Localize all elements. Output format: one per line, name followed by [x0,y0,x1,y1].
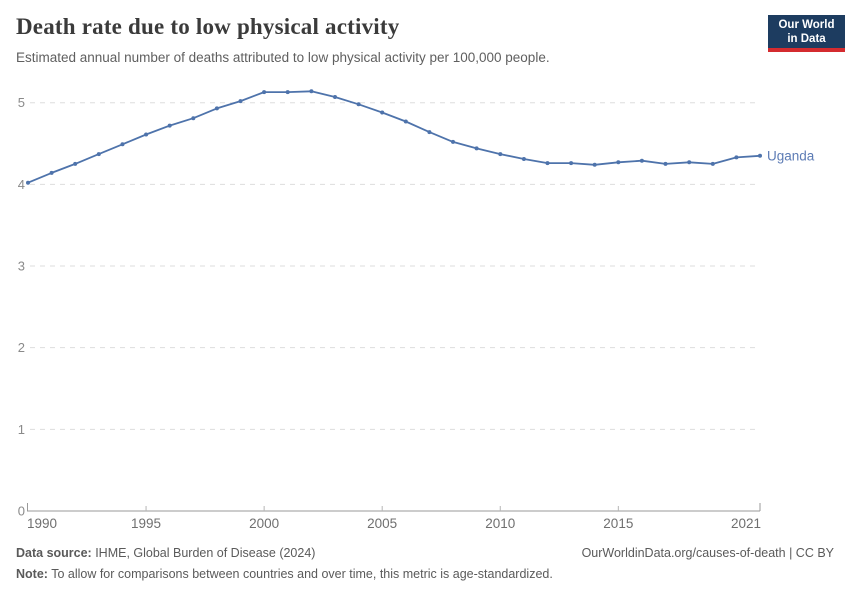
data-point-1999[interactable] [238,99,243,104]
series-line-uganda[interactable] [27,90,761,184]
data-point-2016[interactable] [639,158,644,163]
note-text: To allow for comparisons between countri… [47,567,553,581]
data-point-1996[interactable] [167,123,172,128]
data-point-2010[interactable] [498,152,503,157]
data-source-text: IHME, Global Burden of Disease (2024) [91,546,316,560]
chart-footer: Data source: IHME, Global Burden of Dise… [16,546,834,588]
owid-logo[interactable]: Our World in Data [768,15,845,52]
data-point-2019[interactable] [710,161,715,166]
data-point-2001[interactable] [285,90,290,95]
data-point-2021[interactable] [758,153,762,158]
x-axis-tick-2000: 2000 [249,516,279,531]
data-point-1991[interactable] [49,170,54,175]
data-point-1995[interactable] [144,132,149,137]
data-point-2005[interactable] [380,110,385,115]
data-point-1997[interactable] [191,116,196,121]
chart-title: Death rate due to low physical activity [16,14,400,39]
owid-citation-link[interactable]: OurWorldinData.org/causes-of-death | CC … [581,546,834,560]
owid-logo-line2: in Data [787,33,826,45]
data-point-1993[interactable] [96,152,101,157]
line-chart[interactable]: 0 1 2 3 4 5 1990 1995 2000 2005 2010 2015 2021 Uganda [0,0,850,540]
data-point-2011[interactable] [521,157,526,161]
data-point-2002[interactable] [309,89,314,94]
y-axis-tick-2: 2 [18,340,25,355]
y-axis-tick-5: 5 [18,95,25,110]
x-axis-tick-1995: 1995 [131,516,161,531]
chart-header: Death rate due to low physical activity … [16,14,756,65]
x-axis-tick-1990: 1990 [27,516,57,531]
y-axis-tick-3: 3 [18,259,25,274]
chart-subtitle: Estimated annual number of deaths attrib… [16,50,550,65]
data-point-1998[interactable] [214,106,219,111]
x-axis-tick-2015: 2015 [603,516,633,531]
x-axis-tick-2021: 2021 [731,516,761,531]
data-point-2020[interactable] [734,155,739,160]
data-point-2000[interactable] [262,90,267,95]
data-point-2017[interactable] [663,161,668,166]
owid-logo-line1: Our World [778,19,835,31]
data-point-2006[interactable] [403,119,408,124]
data-point-2013[interactable] [569,161,574,166]
data-source: Data source: IHME, Global Burden of Dise… [16,546,315,560]
data-point-2007[interactable] [427,130,432,135]
x-axis-tick-2010: 2010 [485,516,515,531]
data-point-2008[interactable] [451,139,455,144]
x-axis-tick-2005: 2005 [367,516,397,531]
data-point-2015[interactable] [616,160,621,165]
data-point-1990[interactable] [26,180,30,185]
series-end-label[interactable]: Uganda [767,148,815,163]
y-axis-tick-4: 4 [18,177,25,192]
data-point-2003[interactable] [333,95,337,99]
data-point-1994[interactable] [120,142,125,147]
y-axis-tick-0: 0 [18,504,25,519]
data-point-2009[interactable] [474,146,479,151]
data-point-2018[interactable] [687,160,692,165]
data-point-2014[interactable] [592,162,597,167]
note-label: Note: [16,567,48,581]
y-axis-tick-1: 1 [18,422,25,437]
data-point-1992[interactable] [73,161,78,166]
data-source-label: Data source: [16,546,92,560]
data-point-2004[interactable] [356,102,361,107]
data-point-2012[interactable] [545,161,550,166]
note: Note: To allow for comparisons between c… [16,567,553,581]
